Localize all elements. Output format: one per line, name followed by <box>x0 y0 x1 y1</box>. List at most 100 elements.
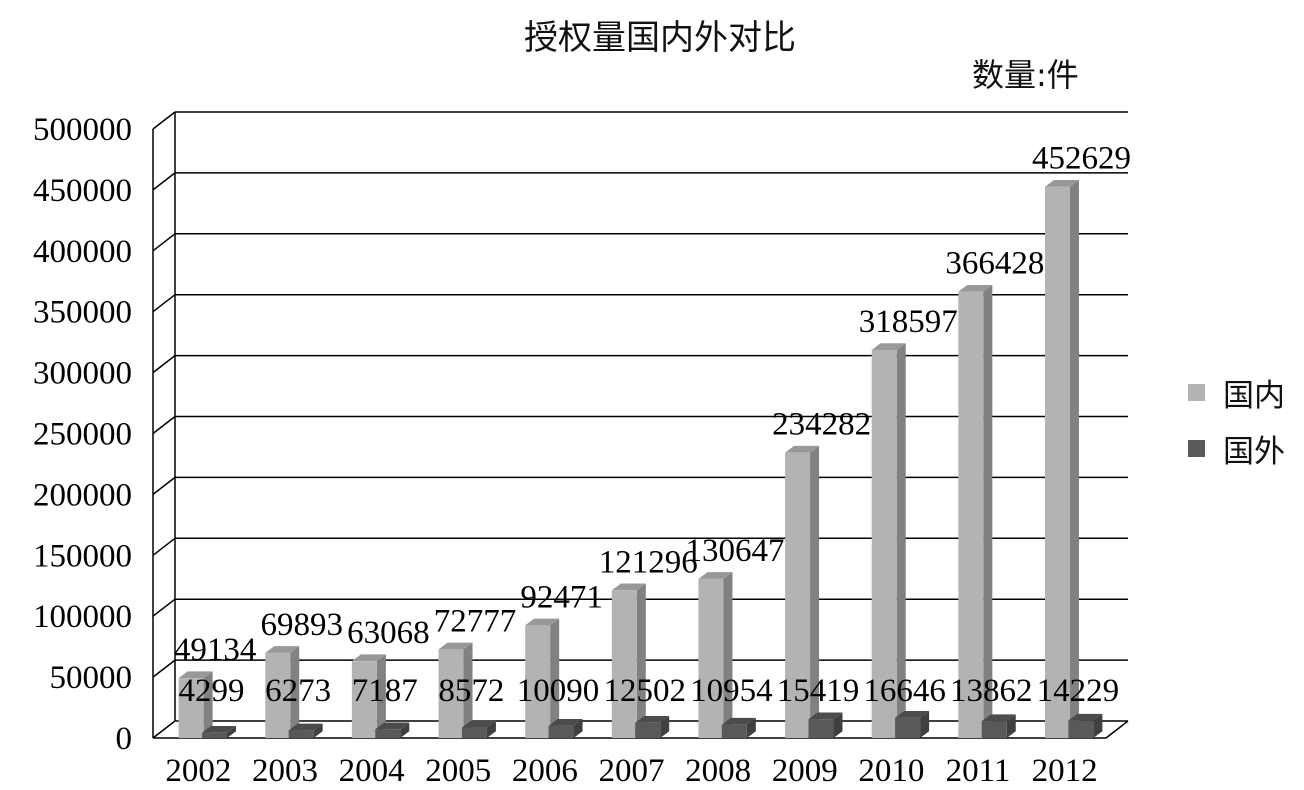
gridline-depth <box>152 659 176 678</box>
data-label-domestic: 49134 <box>174 632 257 668</box>
bar-foreign <box>635 716 670 738</box>
bar-front <box>721 724 747 738</box>
bar-top <box>895 710 930 718</box>
bar-foreign <box>895 710 930 738</box>
x-tick-label: 2005 <box>425 753 491 789</box>
gridline-depth <box>152 476 176 495</box>
data-label-domestic: 318597 <box>859 304 958 340</box>
bar-domestic <box>698 572 733 738</box>
bar-domestic <box>611 583 646 738</box>
bar-domestic <box>1044 179 1079 738</box>
data-label-foreign: 12502 <box>603 673 686 709</box>
x-tick-label: 2008 <box>685 753 751 789</box>
bar-side <box>376 654 386 738</box>
bar-side <box>227 726 237 738</box>
bar-side <box>313 723 323 738</box>
y-tick-label: 0 <box>116 721 133 757</box>
bar-front <box>548 725 574 738</box>
bar-domestic <box>178 671 213 738</box>
data-label-foreign: 13862 <box>950 673 1033 709</box>
bar-top <box>808 712 843 720</box>
bar-foreign <box>981 714 1016 738</box>
bar-foreign <box>721 717 756 738</box>
y-axis-ticks: 0 50000 100000 150000 200000 250000 300000 3500… <box>33 112 132 757</box>
data-labels: 49134 4299 69893 6273 63068 7187 72777 8572 9247… <box>174 141 1131 709</box>
floor-right-edge <box>1105 720 1129 739</box>
chart-title: 授权量国内外对比 <box>524 18 796 58</box>
bar-front <box>265 652 291 738</box>
bar-top <box>525 618 560 626</box>
bar-front <box>1044 186 1070 738</box>
legend-label-domestic: 国内 <box>1223 377 1285 414</box>
bar-domestic <box>785 445 820 738</box>
data-label-domestic: 130647 <box>685 533 784 569</box>
bar-side <box>486 720 496 738</box>
bar-top <box>635 716 670 723</box>
bar-side <box>400 722 410 738</box>
bar-side <box>1093 713 1103 738</box>
bar-top <box>1044 179 1079 187</box>
x-axis-ticks: 2002 2003 2004 2005 2006 2007 2008 2009 2010 2011… <box>165 753 1097 789</box>
unit-label: 数量:件 <box>972 56 1079 94</box>
data-label-domestic: 234282 <box>772 407 871 443</box>
bar-side <box>573 718 583 738</box>
legend-label-foreign: 国外 <box>1223 433 1285 470</box>
bar-side <box>290 646 300 738</box>
data-label-domestic: 92471 <box>520 579 603 615</box>
x-tick-label: 2010 <box>858 753 924 789</box>
gridline-depth <box>152 172 176 191</box>
bar-side <box>203 671 213 738</box>
bar-top <box>288 723 323 731</box>
bar-top <box>1068 713 1103 721</box>
data-label-domestic: 69893 <box>261 607 344 643</box>
data-label-foreign: 10090 <box>517 673 600 709</box>
gridline-depth <box>152 415 176 435</box>
bar-front <box>202 732 228 738</box>
bar-domestic <box>525 618 560 738</box>
data-label-foreign: 10954 <box>690 673 773 709</box>
bar-side <box>920 710 930 738</box>
bar-top <box>721 717 756 725</box>
bar-foreign <box>461 720 496 738</box>
x-tick-label: 2009 <box>772 753 838 789</box>
bar-side <box>833 712 843 738</box>
x-tick-label: 2012 <box>1032 753 1098 789</box>
data-label-domestic: 366428 <box>945 246 1044 282</box>
y-tick-label: 150000 <box>33 538 132 574</box>
bar-front <box>871 349 897 738</box>
data-label-foreign: 8572 <box>438 673 504 709</box>
x-tick-label: 2004 <box>339 753 405 789</box>
bar-front <box>611 590 637 738</box>
legend-item-foreign: 国外 <box>1188 428 1285 470</box>
data-label-domestic: 63068 <box>347 615 430 651</box>
bar-front <box>958 291 984 738</box>
bar-front <box>981 721 1007 738</box>
gridline-depth <box>152 598 176 617</box>
data-label-foreign: 6273 <box>265 673 331 709</box>
legend-item-domestic: 国内 <box>1188 372 1285 414</box>
bar-front <box>461 727 487 738</box>
bar-top <box>265 646 300 653</box>
bar-domestic <box>438 642 473 738</box>
bar-side <box>723 572 733 738</box>
bar-top <box>375 722 410 730</box>
bar-side <box>1006 714 1016 738</box>
data-label-foreign: 15419 <box>777 673 860 709</box>
bar-foreign <box>1068 713 1103 738</box>
y-tick-label: 200000 <box>33 477 132 513</box>
bar-front <box>525 625 551 738</box>
gridline-depth <box>152 111 176 130</box>
bar-top <box>981 714 1016 722</box>
data-label-foreign: 14229 <box>1037 673 1120 709</box>
bar-side <box>746 717 756 738</box>
data-label-foreign: 16646 <box>863 673 946 709</box>
bar-top <box>202 726 237 733</box>
bar-side <box>636 583 646 738</box>
bar-front <box>438 649 464 738</box>
x-tick-label: 2011 <box>946 753 1011 789</box>
bar-side <box>983 284 993 738</box>
bar-top <box>611 583 646 591</box>
data-label-domestic: 452629 <box>1032 141 1131 177</box>
gridline-depth <box>152 233 176 252</box>
